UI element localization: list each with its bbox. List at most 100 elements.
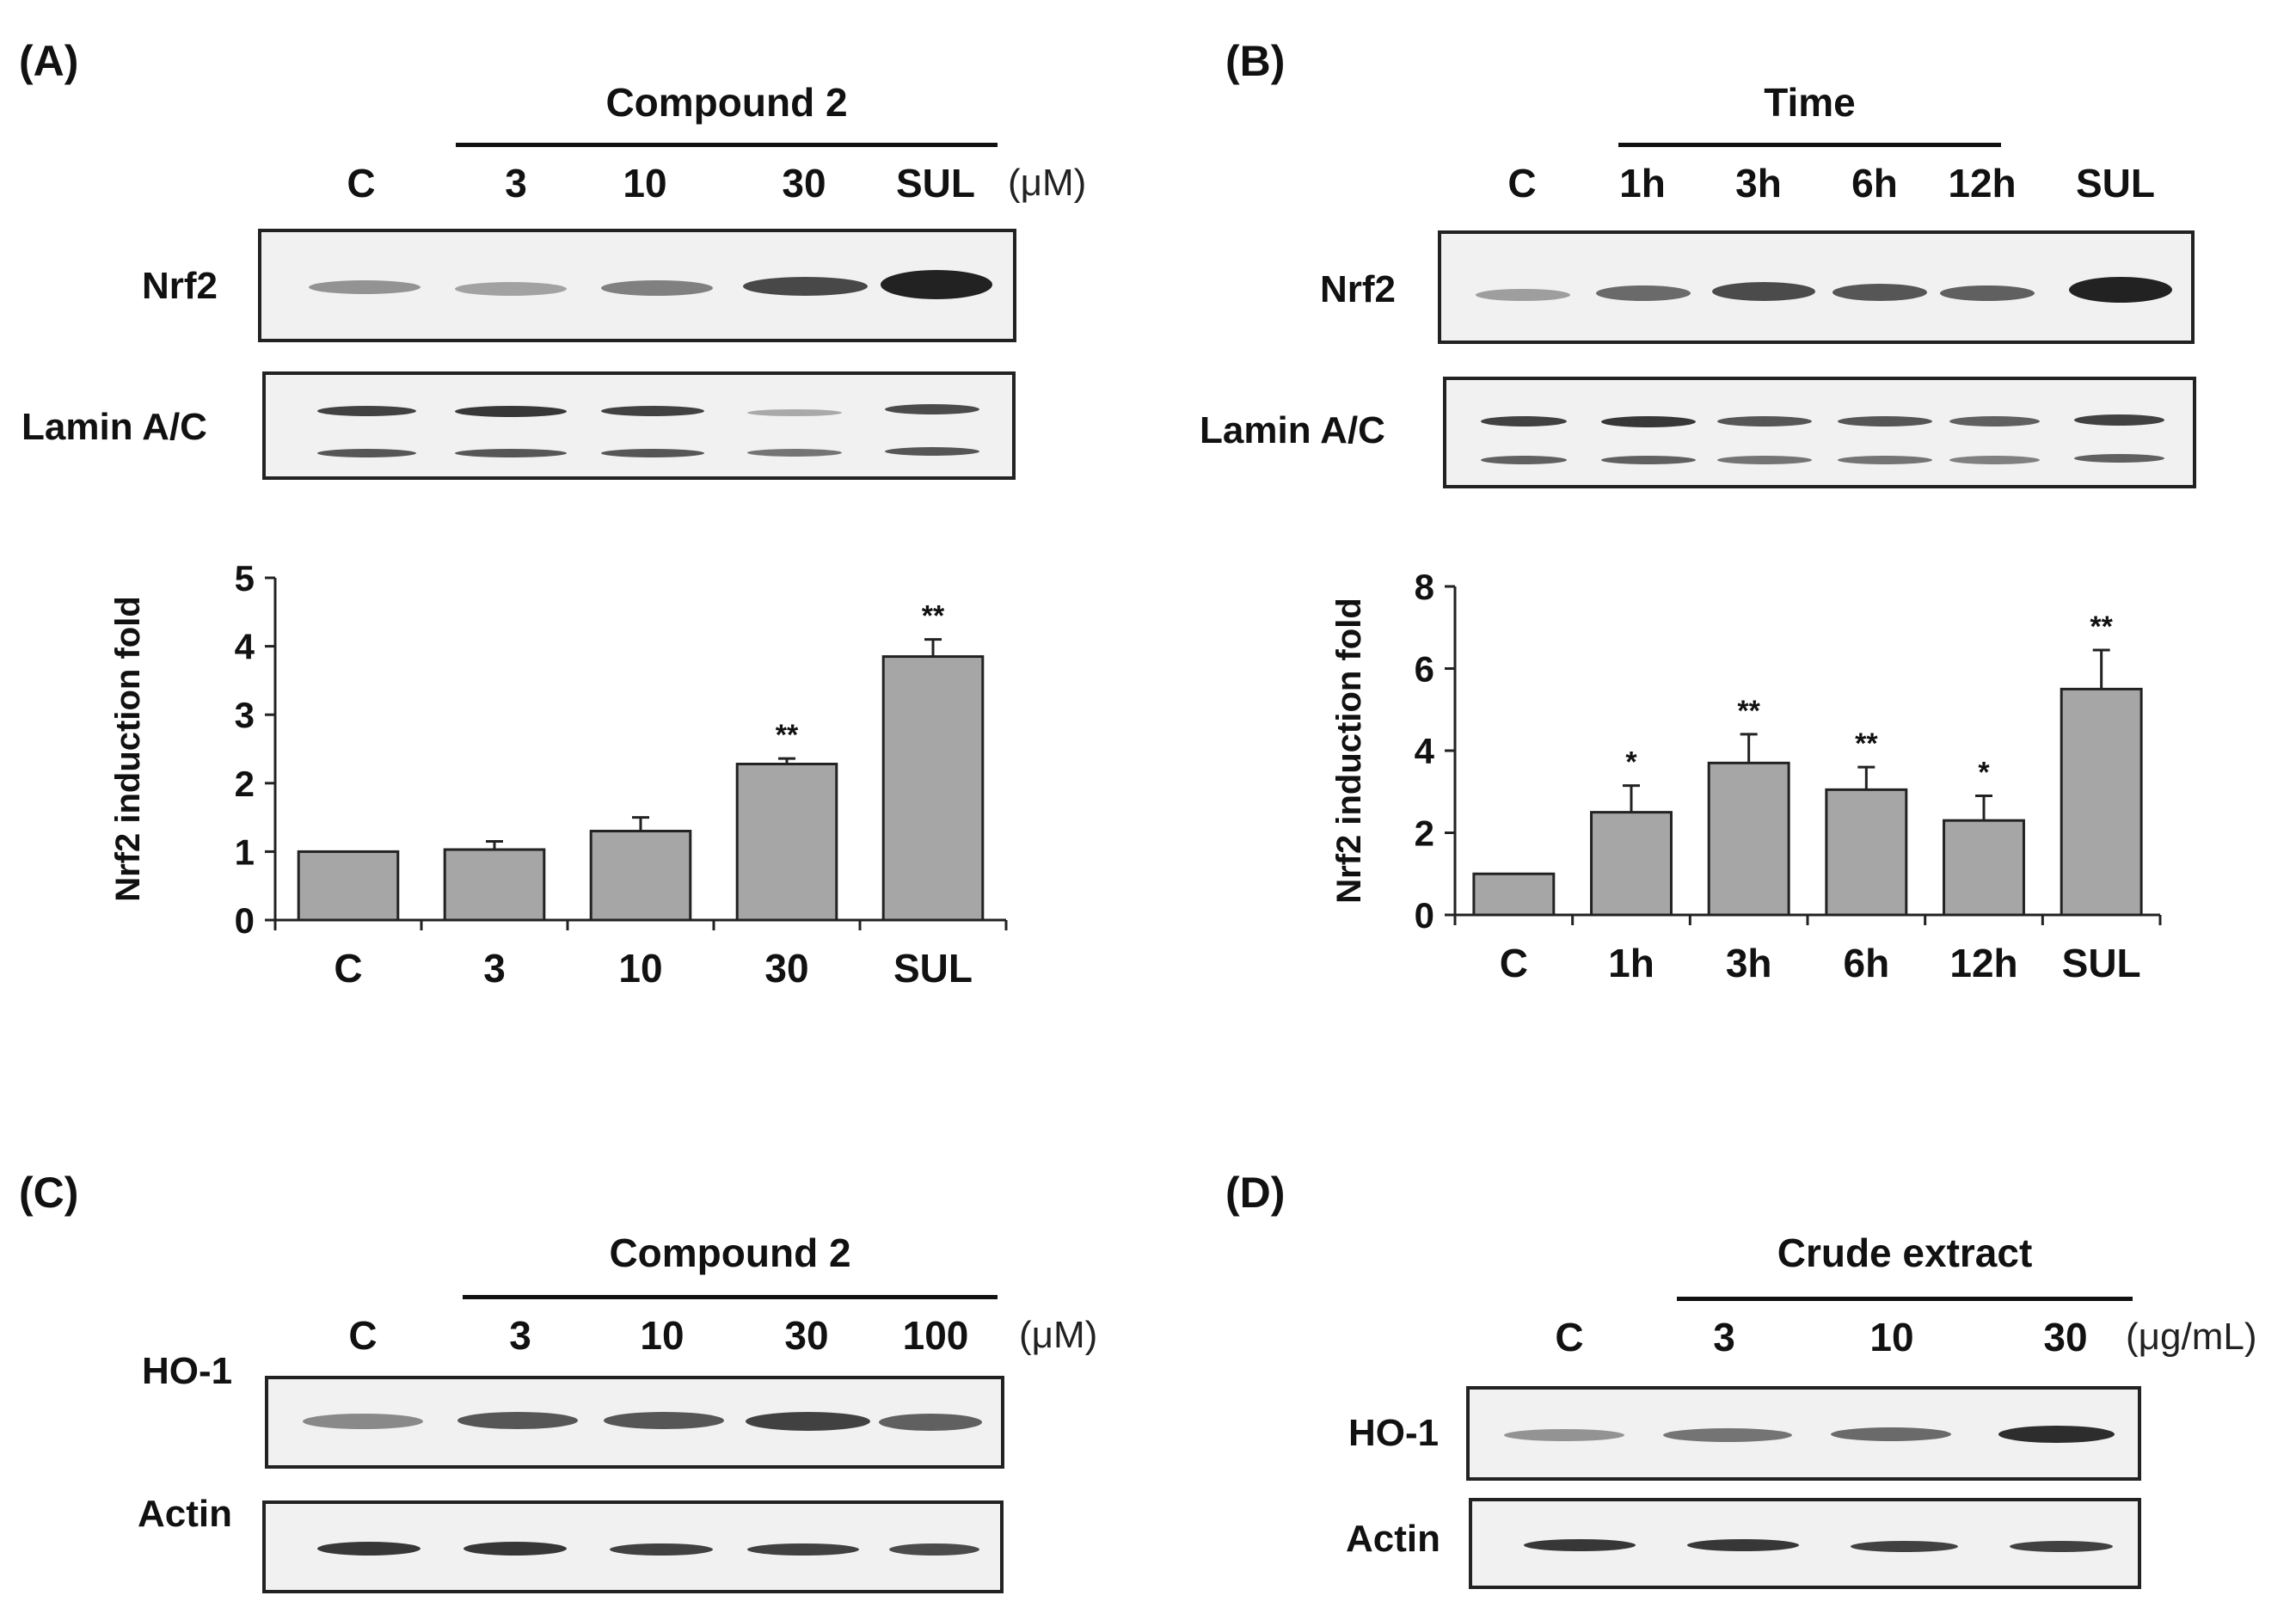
blot-band (2010, 1541, 2113, 1552)
panel-c-group-header: Compound 2 (609, 1230, 851, 1275)
blot-band (1601, 416, 1696, 427)
significance-marker: ** (2090, 611, 2113, 643)
panel-a-lane-label: 30 (782, 161, 826, 206)
y-tick-label: 4 (235, 627, 255, 667)
blot-band (743, 277, 868, 296)
significance-marker: ** (922, 600, 945, 633)
blot-band (747, 409, 842, 416)
x-tick-label: 1h (1608, 941, 1654, 985)
panel-b-lamin-blot (1443, 377, 2196, 488)
panel-b-lane-label: 6h (1851, 161, 1898, 206)
panel-d-group-line (1677, 1297, 2133, 1301)
panel-b-lane-label: C (1507, 161, 1537, 206)
panel-a-lane-label: SUL (896, 161, 975, 206)
panel-b-lane-label: SUL (2076, 161, 2155, 206)
panel-c-label: (C) (19, 1169, 79, 1217)
x-tick-label: 3h (1726, 941, 1772, 985)
significance-marker: ** (1737, 695, 1760, 727)
blot-band (1712, 282, 1815, 301)
panel-b-bar-chart: 0 2 4 6 8 Nrf2 induction fold C * 1h ** 3h ** 6h * 12h… (1330, 567, 2162, 985)
blot-band (303, 1414, 423, 1429)
blot-band (1601, 456, 1696, 464)
bar (297, 850, 400, 922)
panel-b-blot-label-lamin: Lamin A/C (1200, 409, 1385, 451)
panel-c-actin-blot (262, 1500, 1004, 1593)
panel-d-blot-label-ho1: HO-1 (1348, 1412, 1440, 1454)
blot-band (1838, 416, 1932, 426)
y-tick-label: 5 (235, 558, 255, 598)
y-tick-label: 3 (235, 695, 255, 735)
y-axis-label: Nrf2 induction fold (109, 596, 147, 902)
significance-marker: * (1978, 757, 1990, 789)
x-tick-label: 6h (1843, 941, 1889, 985)
bar (735, 763, 838, 922)
significance-marker: ** (776, 719, 799, 752)
blot-band (747, 1543, 859, 1556)
blot-band (1504, 1429, 1624, 1441)
panel-b-nrf2-blot (1438, 230, 2195, 344)
panel-a-unit: (μM) (1008, 162, 1087, 204)
panel-d-lane-label: C (1555, 1315, 1584, 1359)
panel-b-label: (B) (1225, 37, 1286, 85)
blot-band (601, 449, 704, 457)
bar (1472, 872, 1556, 917)
panel-c-unit: (μM) (1019, 1314, 1098, 1356)
blot-band (1717, 416, 1812, 426)
blot-band (1596, 285, 1691, 301)
x-tick-label: C (1500, 941, 1528, 985)
panel-b-lane-label: 1h (1619, 161, 1666, 206)
panel-c-group-line (463, 1295, 998, 1299)
blot-band (317, 1542, 421, 1556)
bar (1825, 788, 1908, 917)
panel-a-blot-label-nrf2: Nrf2 (142, 265, 218, 307)
x-tick-label: 12h (1949, 941, 2017, 985)
bar (1707, 761, 1790, 917)
panel-a-label: (A) (19, 37, 79, 85)
panel-c-lane-label: 10 (640, 1313, 685, 1358)
blot-band (1998, 1426, 2115, 1443)
blot-band (885, 404, 979, 414)
x-tick-label: 3 (483, 946, 506, 991)
bar (1590, 811, 1673, 917)
panel-a-group-line (456, 143, 998, 147)
blot-band (455, 282, 567, 296)
panel-a-nrf2-blot (258, 229, 1016, 342)
blot-band (463, 1542, 567, 1556)
significance-marker: ** (1855, 727, 1878, 760)
blot-band (1831, 1427, 1951, 1441)
panel-a-lamin-blot (262, 371, 1016, 480)
panel-c-blot-label-ho1: HO-1 (142, 1350, 233, 1392)
blot-band (309, 280, 421, 294)
panel-b-blot-label-nrf2: Nrf2 (1320, 268, 1397, 310)
panel-c-lane-label: 100 (902, 1313, 969, 1358)
panel-a-lane-label: C (347, 161, 376, 206)
x-tick-label: SUL (893, 946, 973, 991)
blot-band (881, 270, 992, 299)
blot-band (604, 1412, 724, 1429)
y-tick-label: 1 (235, 831, 255, 872)
panel-d-lane-label: 10 (1869, 1315, 1914, 1359)
blot-band (610, 1543, 713, 1556)
blot-band (1838, 456, 1932, 464)
blot-band (1476, 289, 1570, 301)
panel-d-lane-label: 3 (1713, 1315, 1735, 1359)
bar (443, 848, 546, 922)
y-tick-label: 2 (1415, 813, 1434, 854)
x-tick-label: 10 (618, 946, 662, 991)
panel-a-bar-chart: 0 1 2 3 4 5 Nrf2 induction fold C 3 10 ** 30 ** SUL (109, 558, 1008, 991)
blot-band (455, 406, 567, 417)
bar (881, 655, 985, 922)
panel-a-lane-label: 10 (623, 161, 667, 206)
panel-c-ho1-blot (265, 1376, 1004, 1469)
panel-a-lane-label: 3 (505, 161, 527, 206)
panel-a-blot-label-lamin: Lamin A/C (21, 406, 207, 448)
bar (2060, 687, 2143, 917)
blot-band (1949, 416, 2040, 426)
blot-band (2074, 454, 2164, 463)
blot-band (1481, 416, 1567, 426)
blot-band (455, 449, 567, 457)
panel-a-group-header: Compound 2 (605, 80, 848, 125)
bar (1943, 819, 2025, 917)
blot-band (879, 1414, 982, 1431)
panel-b-lane-label: 12h (1948, 161, 2017, 206)
